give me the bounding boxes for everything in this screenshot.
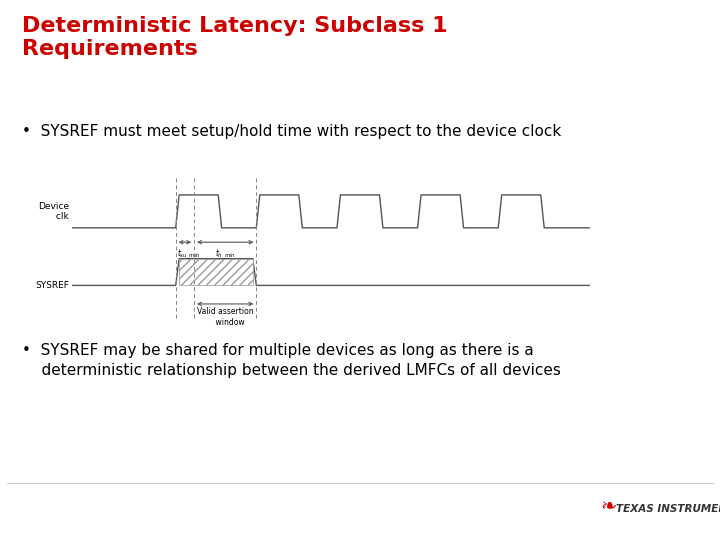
Polygon shape xyxy=(179,259,253,286)
Text: •  SYSREF must meet setup/hold time with respect to the device clock: • SYSREF must meet setup/hold time with … xyxy=(22,124,561,139)
Text: •  SYSREF may be shared for multiple devices as long as there is a
    determini: • SYSREF may be shared for multiple devi… xyxy=(22,343,560,377)
Text: Device
 clk: Device clk xyxy=(38,201,69,221)
Text: Valid assertion
    window: Valid assertion window xyxy=(197,307,253,327)
Text: Deterministic Latency: Subclass 1
Requirements: Deterministic Latency: Subclass 1 Requir… xyxy=(22,16,447,59)
Text: ❧: ❧ xyxy=(600,497,616,516)
Text: $t_{su\_min}$: $t_{su\_min}$ xyxy=(177,247,200,262)
Text: SYSREF: SYSREF xyxy=(35,281,69,290)
Text: TEXAS INSTRUMENTS: TEXAS INSTRUMENTS xyxy=(616,504,720,514)
Text: $t_{h\_min}$: $t_{h\_min}$ xyxy=(215,247,235,262)
